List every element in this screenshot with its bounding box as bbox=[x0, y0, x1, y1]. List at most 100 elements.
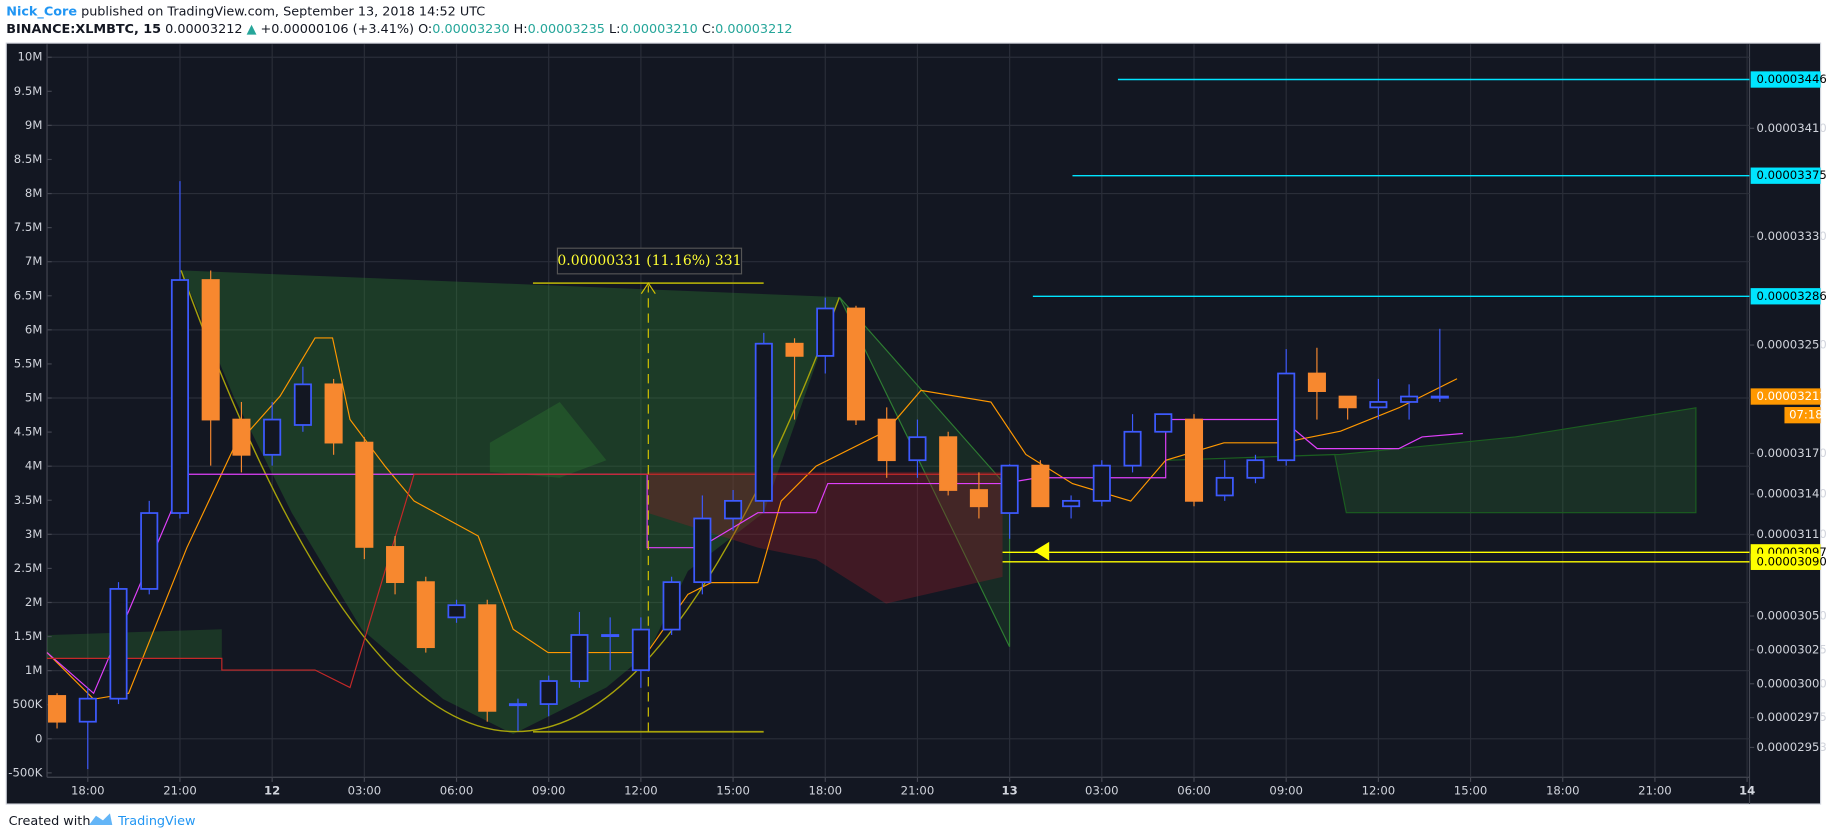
y-tick-label: 0.00003330 bbox=[1756, 229, 1826, 243]
y-tick-label: 0.00003250 bbox=[1756, 338, 1826, 352]
candle-body bbox=[1430, 395, 1449, 399]
candle-body bbox=[508, 703, 528, 707]
footer-brand[interactable]: TradingView bbox=[117, 814, 195, 829]
x-tick-label: 15:00 bbox=[716, 784, 750, 798]
candle-body bbox=[78, 697, 97, 723]
y2-tick-label: 6.5M bbox=[14, 288, 43, 302]
y-tick-label: 0.00002975 bbox=[1756, 710, 1826, 724]
o-label: O: bbox=[418, 22, 432, 37]
candle-body bbox=[662, 581, 681, 631]
candle-body bbox=[293, 383, 312, 426]
candle-body bbox=[263, 418, 282, 456]
candle-body bbox=[1246, 459, 1265, 479]
candle-body bbox=[1031, 464, 1050, 508]
y-tick-label: 0.00003050 bbox=[1756, 609, 1826, 623]
candle-body bbox=[631, 628, 650, 672]
published: published on TradingView.com, September … bbox=[81, 4, 485, 19]
candle-body bbox=[1000, 464, 1019, 514]
y2-tick-label: -500K bbox=[8, 765, 42, 779]
candle-body bbox=[232, 418, 251, 456]
y2-tick-label: 6M bbox=[25, 322, 42, 336]
x-tick-label: 14 bbox=[1739, 784, 1755, 798]
y2-tick-label: 10M bbox=[18, 50, 43, 64]
level-label: 0.00003446 bbox=[1756, 72, 1826, 86]
candle-body bbox=[1277, 372, 1296, 462]
candle-body bbox=[539, 680, 558, 705]
x-tick-label: 12:00 bbox=[624, 784, 658, 798]
pattern-area bbox=[181, 270, 840, 735]
x-tick-label: 09:00 bbox=[532, 784, 566, 798]
x-tick-label: 03:00 bbox=[348, 784, 382, 798]
x-tick-label: 15:00 bbox=[1454, 784, 1488, 798]
x-tick-label: 18:00 bbox=[808, 784, 842, 798]
x-tick-label: 18:00 bbox=[71, 784, 105, 798]
candle-body bbox=[201, 279, 220, 421]
candle-body bbox=[140, 512, 159, 590]
y2-tick-label: 1.5M bbox=[14, 629, 43, 643]
y2-tick-label: 2.5M bbox=[14, 561, 43, 575]
x-tick-label: 06:00 bbox=[1177, 784, 1211, 798]
header-line-2: BINANCE:XLMBTC, 15 0.00003212 ▲ +0.00000… bbox=[6, 22, 792, 37]
y2-tick-label: 3M bbox=[25, 527, 42, 541]
x-tick-label: 12 bbox=[264, 784, 280, 798]
h-label: H: bbox=[514, 22, 528, 37]
candle-body bbox=[478, 604, 497, 712]
y2-tick-label: 7.5M bbox=[14, 220, 43, 234]
y2-tick-label: 2M bbox=[25, 595, 42, 609]
candle-body bbox=[908, 436, 927, 462]
author[interactable]: Nick_Core bbox=[6, 4, 77, 19]
header-line-1: Nick_Core published on TradingView.com, … bbox=[6, 4, 485, 19]
x-tick-label: 21:00 bbox=[1638, 784, 1672, 798]
candle-body bbox=[48, 695, 67, 723]
x-tick-label: 03:00 bbox=[1085, 784, 1119, 798]
candle-body bbox=[170, 279, 189, 514]
l-label: L: bbox=[609, 22, 620, 37]
y2-tick-label: 8M bbox=[25, 186, 42, 200]
footer-created: Created with bbox=[9, 814, 91, 829]
last-price-label: 0.00003212 bbox=[1756, 389, 1826, 403]
y2-tick-label: 5.5M bbox=[14, 356, 43, 370]
last-price-bg bbox=[1750, 388, 1821, 405]
triangle bbox=[838, 296, 1011, 647]
candle-body bbox=[724, 499, 743, 520]
candle-body bbox=[693, 517, 712, 584]
level-label: 0.00003375 bbox=[1756, 168, 1826, 182]
up-arrow: ▲ bbox=[247, 22, 257, 37]
green-cloud-mid bbox=[489, 402, 607, 478]
candle-body bbox=[754, 342, 773, 502]
logo bbox=[88, 813, 113, 826]
candle-body bbox=[324, 383, 343, 444]
candle-body bbox=[1062, 499, 1081, 508]
candle-body bbox=[785, 342, 804, 357]
candle-body bbox=[1092, 464, 1111, 502]
countdown: 07:18 bbox=[1789, 408, 1823, 422]
y2-tick-label: 4M bbox=[25, 459, 42, 473]
candle-body bbox=[1307, 372, 1326, 392]
candle-body bbox=[601, 634, 620, 638]
measure-label: 0.00000331 (11.16%) 331 bbox=[557, 253, 741, 269]
level-label-bg bbox=[1750, 71, 1821, 88]
green-cloud bbox=[1165, 407, 1697, 514]
x-tick-label: 09:00 bbox=[1269, 784, 1303, 798]
candle-body bbox=[1215, 476, 1234, 497]
measure-head bbox=[640, 282, 656, 294]
level-label: 0.00003090 bbox=[1756, 554, 1826, 568]
candle-body bbox=[816, 307, 835, 357]
candle-body bbox=[1154, 413, 1173, 433]
y-tick-label: 0.00003110 bbox=[1756, 527, 1826, 541]
level-label-bg bbox=[1750, 553, 1821, 570]
l: 0.00003210 bbox=[620, 22, 697, 37]
candle-body bbox=[1400, 395, 1419, 403]
x-tick-label: 21:00 bbox=[901, 784, 935, 798]
x-tick-label: 13 bbox=[1002, 784, 1018, 798]
last: 0.00003212 bbox=[165, 22, 242, 37]
y-tick-label: 0.00003170 bbox=[1756, 446, 1826, 460]
candle-body bbox=[570, 634, 589, 682]
red-line bbox=[47, 473, 1003, 689]
y2-tick-label: 7M bbox=[25, 254, 42, 268]
symbol: BINANCE:XLMBTC, 15 bbox=[6, 22, 161, 37]
level-label: 0.00003286 bbox=[1756, 289, 1826, 303]
orange-line bbox=[46, 337, 1458, 700]
y-tick-label: 0.00003000 bbox=[1756, 676, 1826, 690]
